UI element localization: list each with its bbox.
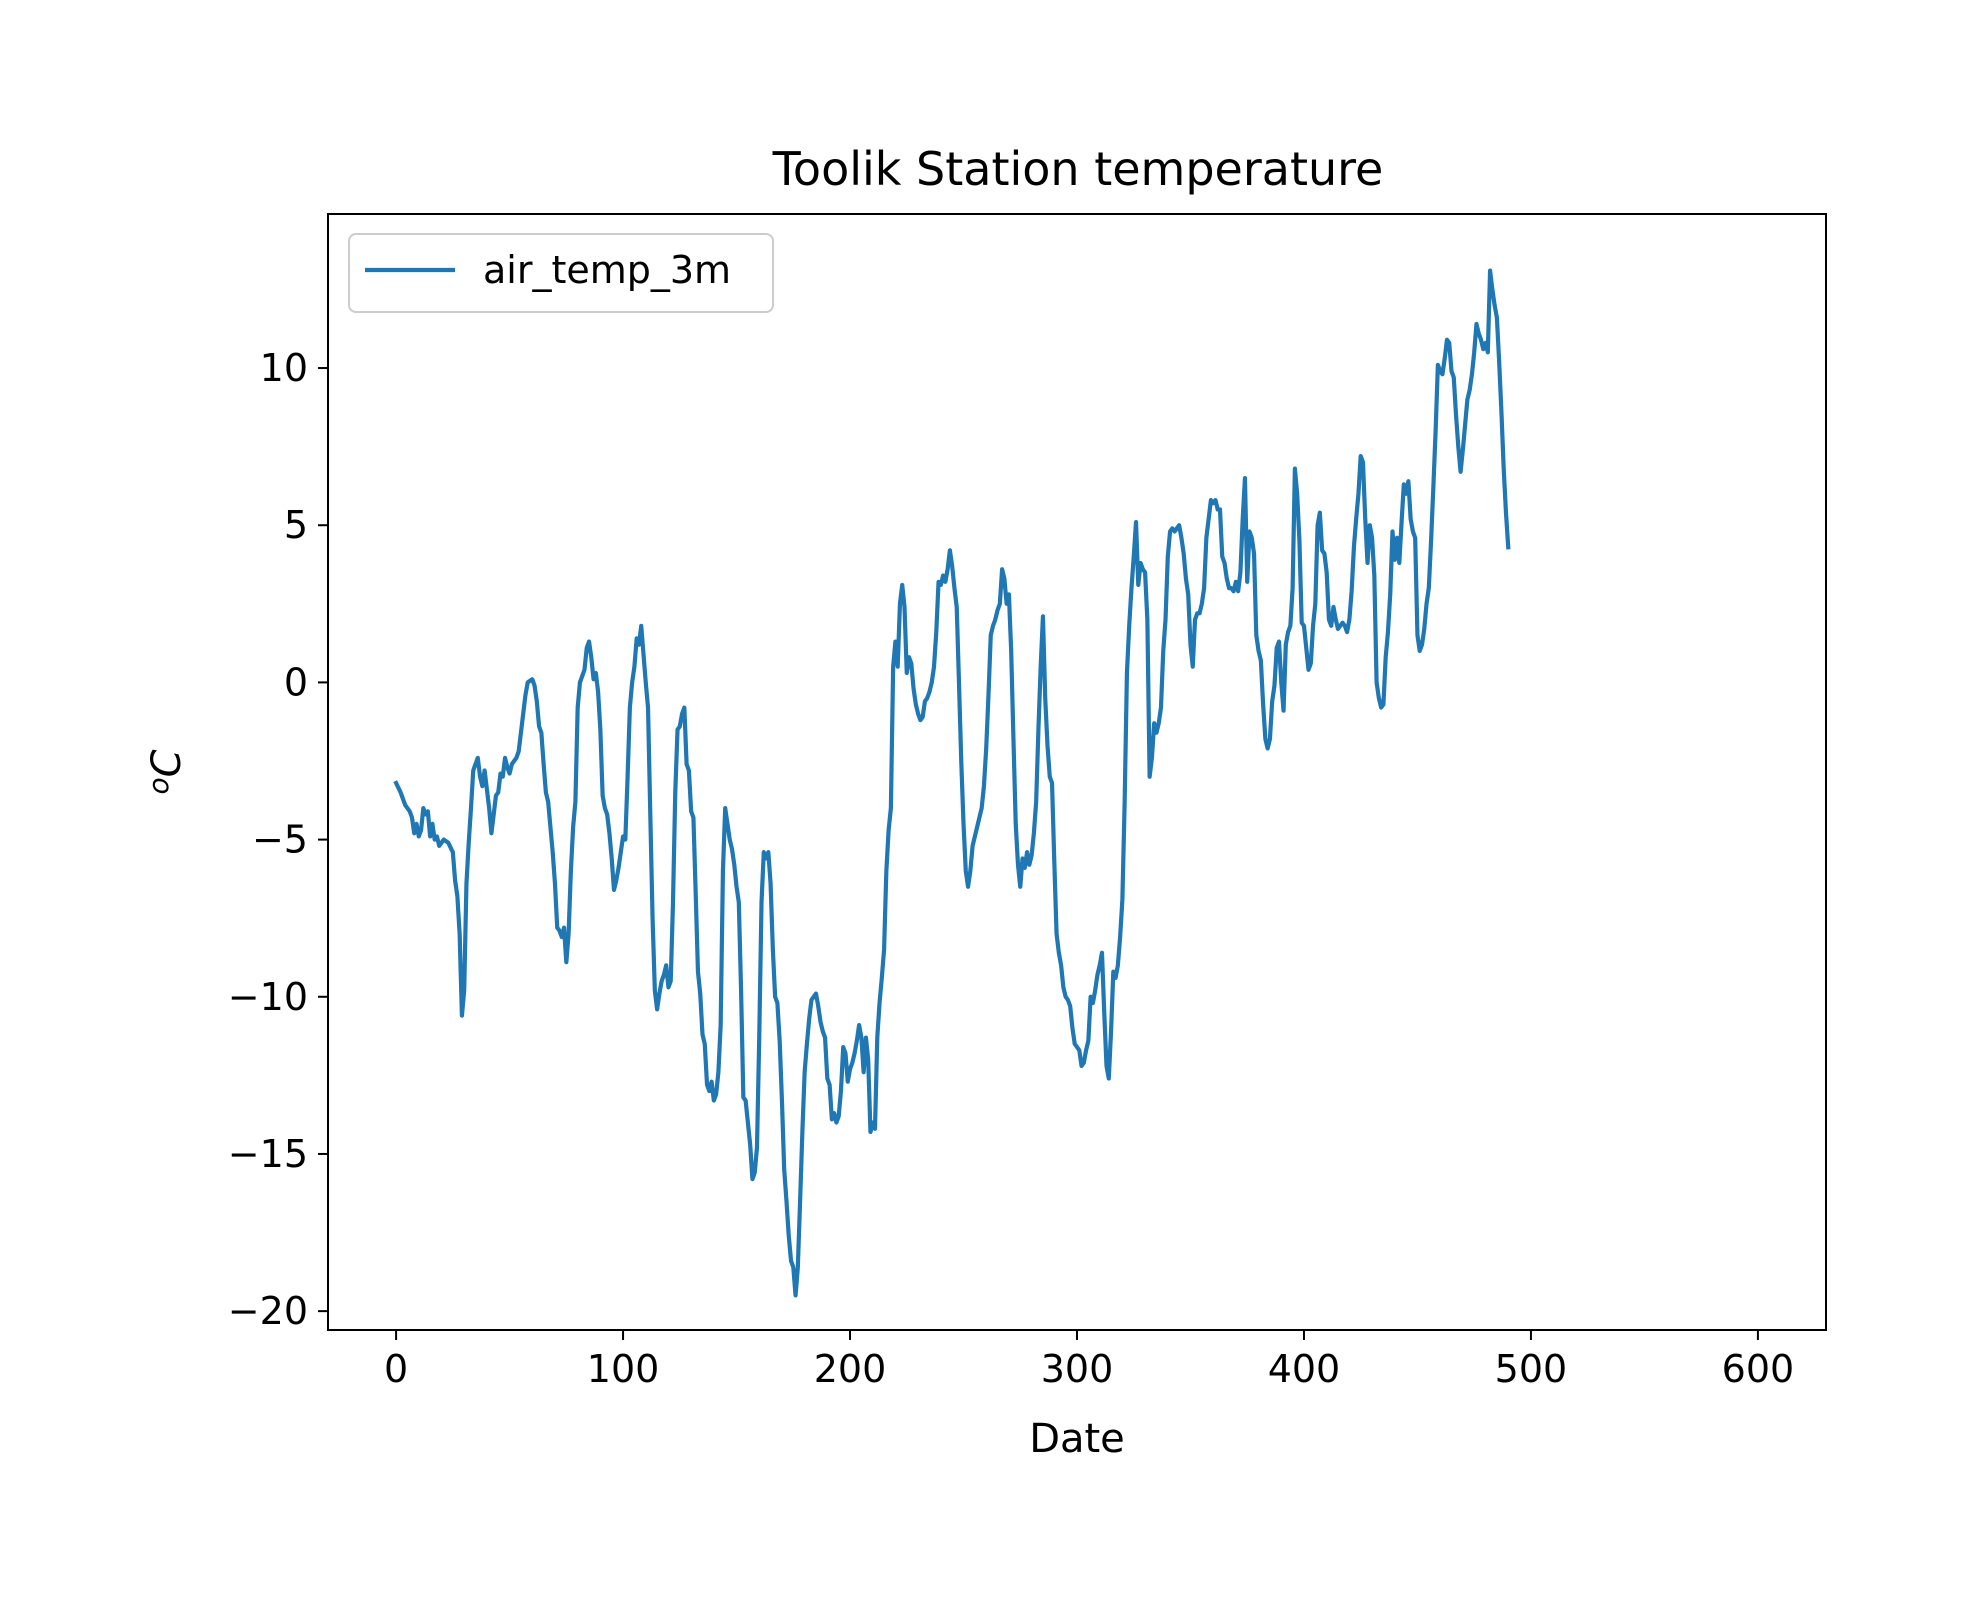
- y-tick-label: −20: [228, 1289, 308, 1333]
- y-axis-label-unit: C: [144, 749, 190, 777]
- y-tick-label: 0: [284, 660, 308, 704]
- y-tick-label: 5: [284, 503, 308, 547]
- y-tick-label: 10: [260, 346, 308, 390]
- chart-title: Toolik Station temperature: [772, 142, 1384, 196]
- x-tick-label: 600: [1722, 1347, 1795, 1391]
- x-tick-label: 300: [1041, 1347, 1114, 1391]
- legend-label-air-temp-3m: air_temp_3m: [483, 248, 731, 292]
- x-tick-label: 200: [814, 1347, 887, 1391]
- x-tick-label: 100: [587, 1347, 660, 1391]
- y-axis: −20 −15 −10 −5 0 5 10: [228, 346, 328, 1333]
- y-tick-label: −10: [228, 975, 308, 1019]
- legend-frame: [348, 233, 774, 313]
- x-tick-label: 500: [1495, 1347, 1568, 1391]
- plot-area: [393, 268, 1511, 1298]
- y-tick-label: −15: [228, 1132, 308, 1176]
- y-tick-label: −5: [252, 818, 308, 862]
- legend: air_temp_3m: [348, 233, 774, 313]
- y-axis-label-superscript: o: [142, 777, 175, 794]
- x-axis: 0 100 200 300 400 500 600: [384, 1330, 1794, 1391]
- x-tick-label: 0: [384, 1347, 408, 1391]
- x-axis-label: Date: [1029, 1416, 1125, 1462]
- x-tick-label: 400: [1268, 1347, 1341, 1391]
- series-line-air-temp-3m: [393, 268, 1511, 1298]
- y-axis-label: oC: [142, 749, 190, 794]
